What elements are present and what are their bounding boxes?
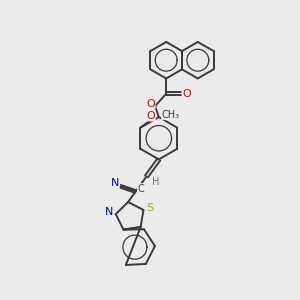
Text: S: S <box>146 202 154 213</box>
Text: CH₃: CH₃ <box>162 110 180 120</box>
Text: N: N <box>105 207 113 217</box>
Text: O: O <box>146 111 155 121</box>
Text: H: H <box>152 177 159 187</box>
Text: O: O <box>146 99 155 109</box>
Text: O: O <box>182 89 191 99</box>
Text: N: N <box>111 178 119 188</box>
Text: C: C <box>137 184 144 194</box>
